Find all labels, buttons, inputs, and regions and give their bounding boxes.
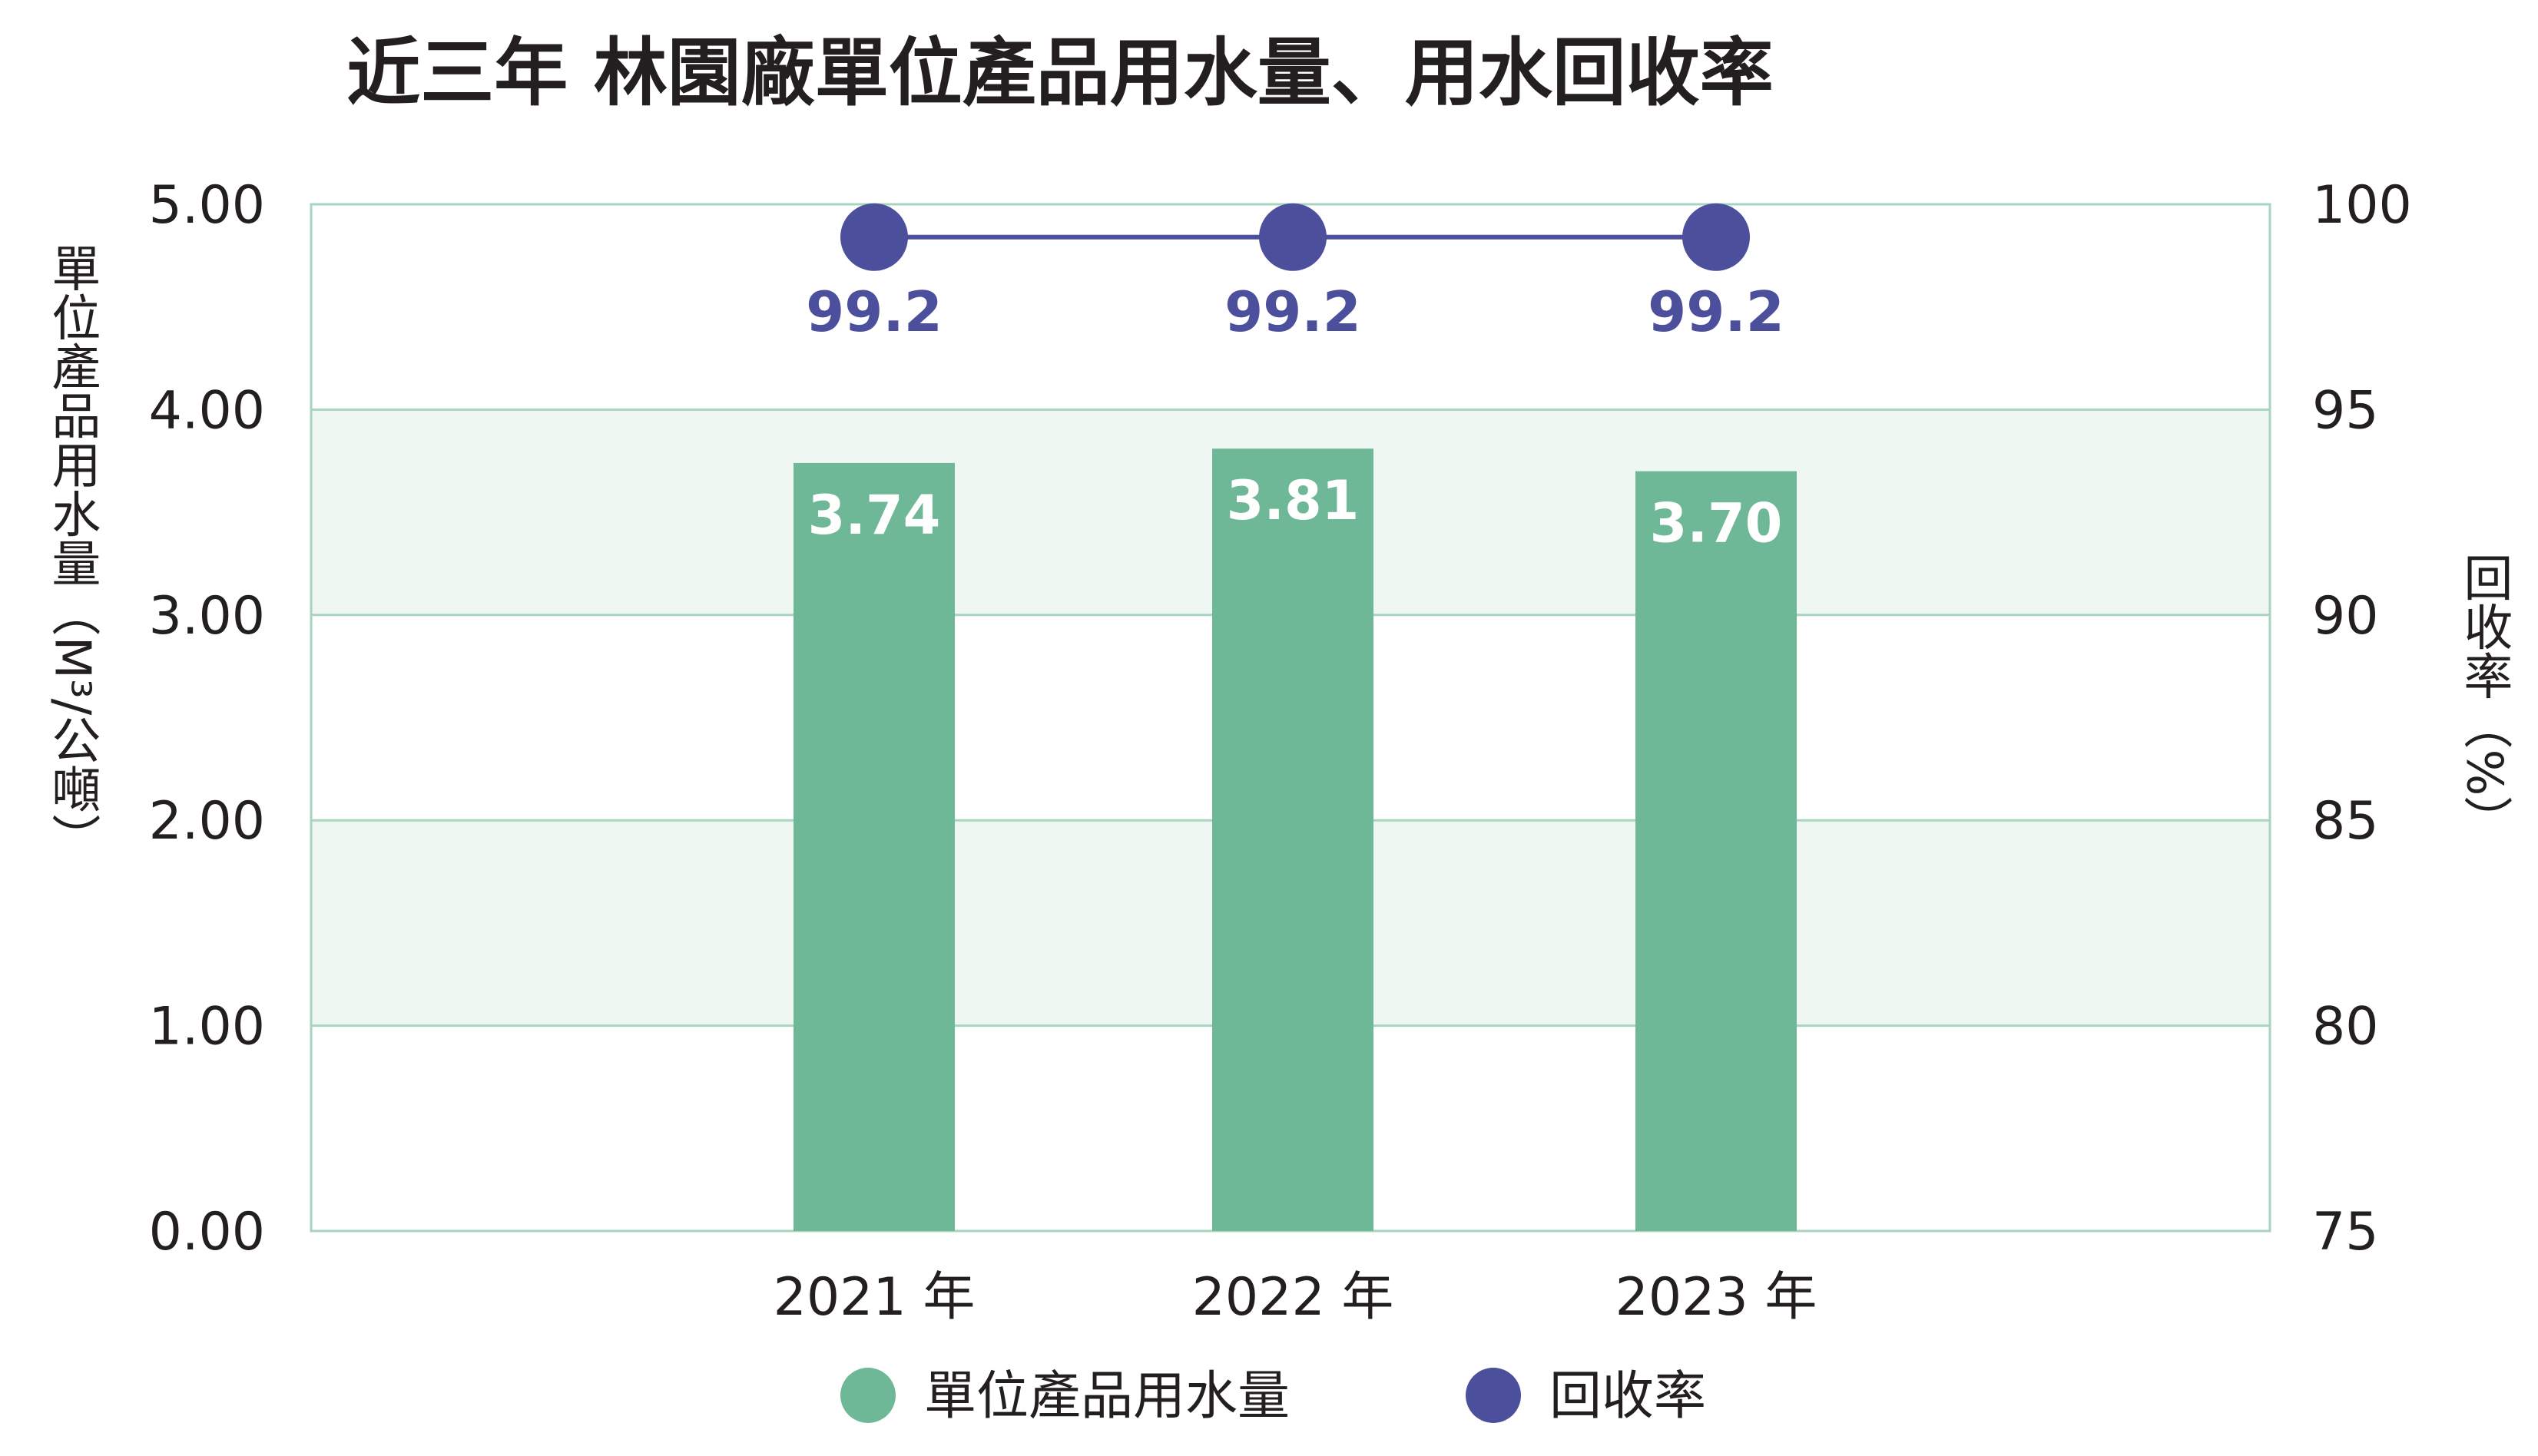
right-axis-ticks: 75 80 85 90 95 100: [2312, 175, 2412, 1262]
chart-title: 近三年 林園廠單位產品用水量、用水回收率: [346, 30, 1773, 116]
line-point: [1259, 203, 1327, 271]
right-tick-label: 100: [2312, 175, 2412, 236]
line-point-label: 99.2: [1224, 280, 1361, 344]
legend-label-bar: 單位產品用水量: [924, 1366, 1290, 1427]
right-tick-label: 90: [2312, 586, 2379, 647]
bar-value-label: 3.70: [1650, 492, 1783, 555]
bar-value-label: 3.74: [808, 484, 941, 547]
category-label: 2021 年: [774, 1267, 976, 1328]
bar-series: 3.74 3.81 3.70: [794, 448, 1797, 1231]
bar-value-label: 3.81: [1227, 469, 1360, 532]
left-tick-label: 3.00: [149, 586, 265, 647]
left-axis-title-main: 單位產品用水量: [43, 243, 100, 587]
category-axis: 2021 年 2022 年 2023 年: [774, 1267, 1817, 1328]
right-axis-title-text: 回收率（%）: [2455, 553, 2512, 845]
left-tick-label: 1.00: [149, 997, 265, 1057]
right-tick-label: 85: [2312, 791, 2379, 852]
legend-label-line: 回收率: [1549, 1366, 1706, 1427]
left-axis-title: 單位產品用水量（M³/公噸）: [43, 243, 100, 862]
right-tick-label: 75: [2312, 1202, 2379, 1262]
right-axis-title: 回收率（%）: [2455, 553, 2512, 845]
right-axis-title-unit: （%）: [2455, 700, 2512, 845]
legend-marker-line: [1466, 1368, 1521, 1423]
bar: [1635, 471, 1797, 1231]
legend-marker-bar: [840, 1368, 896, 1423]
bar: [1212, 448, 1373, 1231]
legend: 單位產品用水量 回收率: [840, 1366, 1706, 1427]
right-tick-label: 80: [2312, 997, 2379, 1057]
line-point: [840, 203, 908, 271]
line-point: [1682, 203, 1750, 271]
line-point-label: 99.2: [1648, 280, 1784, 344]
left-axis-title-text: 單位產品用水量（M³/公噸）: [43, 243, 100, 862]
left-tick-label: 4.00: [149, 380, 265, 441]
left-tick-label: 0.00: [149, 1202, 265, 1262]
left-axis-ticks: 0.00 1.00 2.00 3.00 4.00 5.00: [149, 175, 265, 1262]
line-series: 99.2 99.2 99.2: [806, 203, 1784, 344]
bar: [794, 462, 955, 1231]
right-axis-title-main: 回收率: [2455, 553, 2512, 700]
left-tick-label: 2.00: [149, 791, 265, 852]
category-label: 2023 年: [1615, 1267, 1817, 1328]
left-axis-title-unit: （M³/公噸）: [43, 587, 100, 862]
right-tick-label: 95: [2312, 380, 2379, 441]
left-tick-label: 5.00: [149, 175, 265, 236]
category-label: 2022 年: [1192, 1267, 1394, 1328]
line-point-label: 99.2: [806, 280, 943, 344]
